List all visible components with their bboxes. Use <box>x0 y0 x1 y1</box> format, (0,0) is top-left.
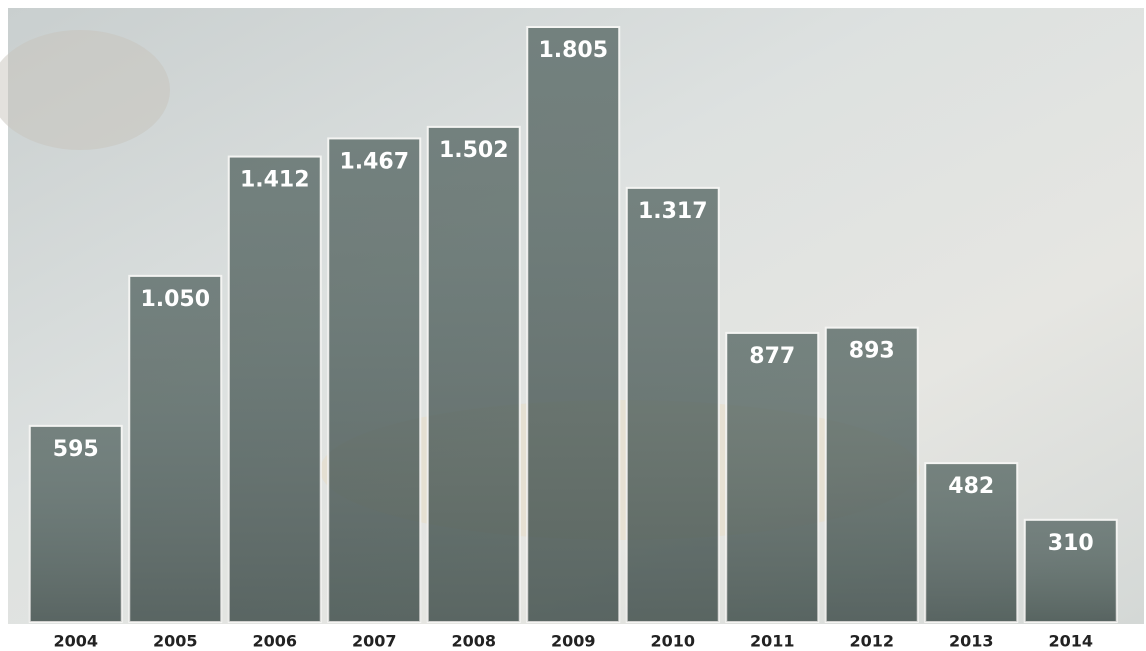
value-label: 1.502 <box>439 138 509 163</box>
x-tick-label: 2011 <box>750 632 795 651</box>
bar-shade <box>29 425 122 622</box>
value-label: 310 <box>1048 531 1094 556</box>
x-tick-label: 2010 <box>650 632 695 651</box>
x-tick-label: 2005 <box>153 632 198 651</box>
x-tick-label: 2004 <box>53 632 98 651</box>
x-tick-label: 2007 <box>352 632 397 651</box>
bar-shade <box>925 463 1018 622</box>
x-tick-label: 2006 <box>252 632 297 651</box>
bar-shade <box>129 275 222 622</box>
x-tick-label: 2014 <box>1048 632 1093 651</box>
value-label: 1.467 <box>339 149 409 174</box>
bar-shade <box>527 27 620 622</box>
value-label: 1.412 <box>240 168 310 193</box>
bar-shade <box>328 138 421 623</box>
value-label: 595 <box>53 437 99 462</box>
x-tick-label: 2012 <box>849 632 894 651</box>
bar-shade <box>825 327 918 622</box>
bar-shade <box>1024 519 1117 622</box>
value-label: 877 <box>749 344 795 369</box>
x-tick-label: 2013 <box>949 632 994 651</box>
value-label: 1.050 <box>140 287 210 312</box>
bar-shade <box>228 156 321 623</box>
x-tick-label: 2008 <box>451 632 496 651</box>
bar-shade <box>626 187 719 623</box>
x-tick-label: 2009 <box>551 632 596 651</box>
bar-shade <box>726 332 819 622</box>
value-label: 482 <box>948 474 994 499</box>
value-label: 893 <box>849 339 895 364</box>
bar-shade <box>427 126 520 622</box>
value-label: 1.317 <box>638 199 708 224</box>
fish-shape <box>0 30 170 150</box>
value-label: 1.805 <box>538 38 608 63</box>
